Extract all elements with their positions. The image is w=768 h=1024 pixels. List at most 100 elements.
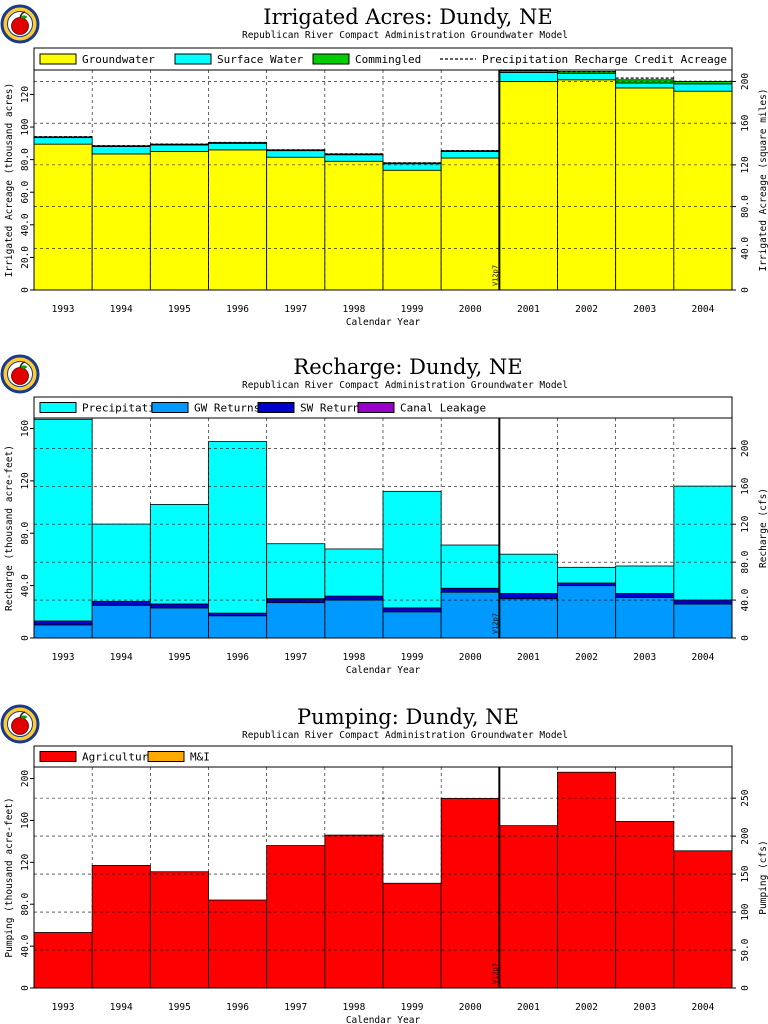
- bar-segment: [557, 771, 617, 989]
- bar-segment: [324, 153, 384, 156]
- bar-segment: [91, 145, 151, 147]
- y-tick-label: 40.0: [20, 574, 31, 597]
- x-tick-label: 1995: [168, 652, 191, 663]
- bar-segment: [615, 87, 675, 291]
- apple-logo-icon: [0, 4, 40, 44]
- bar-segment: [33, 143, 93, 291]
- x-tick-label: 1994: [110, 652, 133, 663]
- x-tick-label: 1994: [110, 304, 133, 315]
- legend-entry: Commingled: [355, 53, 421, 66]
- y-tick-label-right: 80.0: [740, 550, 751, 573]
- bar-segment: [440, 150, 500, 152]
- bar-segment: [615, 597, 675, 639]
- bar-segment: [557, 566, 617, 584]
- y-tick-label-right: 250: [740, 789, 751, 806]
- bar-segment: [33, 620, 93, 626]
- y-tick-label-right: 100: [740, 903, 751, 920]
- bar-segment: [266, 149, 326, 152]
- bar-segment: [324, 160, 384, 291]
- y-tick-label-right: 120: [740, 515, 751, 532]
- y-tick-label: 20.0: [20, 246, 31, 269]
- bar-segment: [382, 169, 442, 291]
- bar-segment: [498, 598, 558, 639]
- x-tick-label: 1996: [226, 1002, 249, 1013]
- legend-swatch: [39, 402, 77, 413]
- bar-segment: [324, 834, 384, 989]
- bar-segment: [266, 543, 326, 600]
- x-tick-label: 2000: [459, 1002, 482, 1013]
- bar-segment: [33, 137, 93, 145]
- x-tick-label: 2002: [575, 652, 598, 663]
- bar-segment: [615, 82, 675, 89]
- plot-frame: [33, 766, 733, 989]
- legend-entry: Groundwater: [82, 53, 155, 66]
- logo-stem: [19, 11, 26, 19]
- y-tick-label: 120: [20, 86, 31, 103]
- bar-segment: [673, 850, 733, 989]
- y-tick-label: 0: [20, 287, 31, 293]
- y-tick-label-right: 200: [740, 73, 751, 90]
- legend-entry: Precipitation Recharge Credit Acreage: [482, 53, 727, 66]
- x-tick-label: 2000: [459, 652, 482, 663]
- x-axis-label: Calendar Year: [346, 665, 421, 676]
- y-axis-label-right: Irrigated Acreage (square miles): [758, 88, 768, 271]
- y-tick-label: 80.0: [20, 522, 31, 545]
- version-tag: V12p7: [491, 963, 499, 984]
- y-tick-label-right: 80.0: [740, 195, 751, 218]
- x-tick-label: 1999: [401, 1002, 424, 1013]
- x-tick-label: 1998: [342, 652, 365, 663]
- x-tick-label: 2003: [633, 304, 656, 315]
- y-axis-label: Recharge (thousand acre-feet): [4, 445, 15, 611]
- y-tick-label: 40.0: [20, 934, 31, 957]
- bar-segment: [33, 418, 93, 622]
- y-tick-label-right: 0: [740, 635, 751, 641]
- bar-segment: [498, 70, 558, 73]
- bar-segment: [440, 587, 500, 593]
- legend-swatch: [39, 53, 77, 65]
- bar-segment: [557, 79, 617, 291]
- y-axis-label-right: Recharge (cfs): [758, 488, 768, 568]
- logo-apple: [11, 367, 29, 385]
- plot-frame: [33, 417, 733, 639]
- y-tick-label: 40.0: [20, 213, 31, 236]
- bar-segment: [208, 142, 268, 151]
- y-tick-label-right: 120: [740, 156, 751, 173]
- version-tag: V12p7: [491, 613, 499, 634]
- x-tick-label: 1997: [284, 1002, 307, 1013]
- x-tick-label: 1996: [226, 652, 249, 663]
- chart-subtitle: Republican River Compact Administration …: [242, 30, 568, 41]
- bar-segment: [208, 441, 268, 614]
- x-tick-label: 1998: [342, 1002, 365, 1013]
- y-axis-label: Pumping (thousand acre-feet): [4, 797, 15, 957]
- bar-segment: [266, 598, 326, 604]
- x-tick-label: 2002: [575, 1002, 598, 1013]
- x-tick-label: 2003: [633, 1002, 656, 1013]
- bar-segment: [440, 544, 500, 589]
- y-tick-label: 120: [20, 853, 31, 870]
- bar-segment: [440, 157, 500, 291]
- y-tick-label: 60.0: [20, 181, 31, 204]
- bar-segment: [149, 144, 209, 152]
- bar-segment: [615, 593, 675, 598]
- x-tick-label: 2001: [517, 304, 540, 315]
- y-tick-label-right: 50.0: [740, 938, 751, 961]
- x-tick-label: 1998: [342, 304, 365, 315]
- y-tick-label: 160: [20, 812, 31, 829]
- x-tick-label: 1999: [401, 304, 424, 315]
- bar-segment: [324, 154, 384, 162]
- x-tick-label: 2003: [633, 652, 656, 663]
- plot-frame: [33, 69, 733, 291]
- bar-segment: [266, 150, 326, 158]
- bar-segment: [498, 81, 558, 291]
- y-tick-label: 120: [20, 472, 31, 489]
- x-tick-label: 2004: [691, 1002, 714, 1013]
- apple-logo-icon: [0, 354, 40, 394]
- y-tick-label: 160: [20, 420, 31, 437]
- bar-segment: [91, 604, 151, 639]
- bar-segment: [91, 146, 151, 155]
- bar-segment: [382, 162, 442, 165]
- bar-segment: [91, 600, 151, 606]
